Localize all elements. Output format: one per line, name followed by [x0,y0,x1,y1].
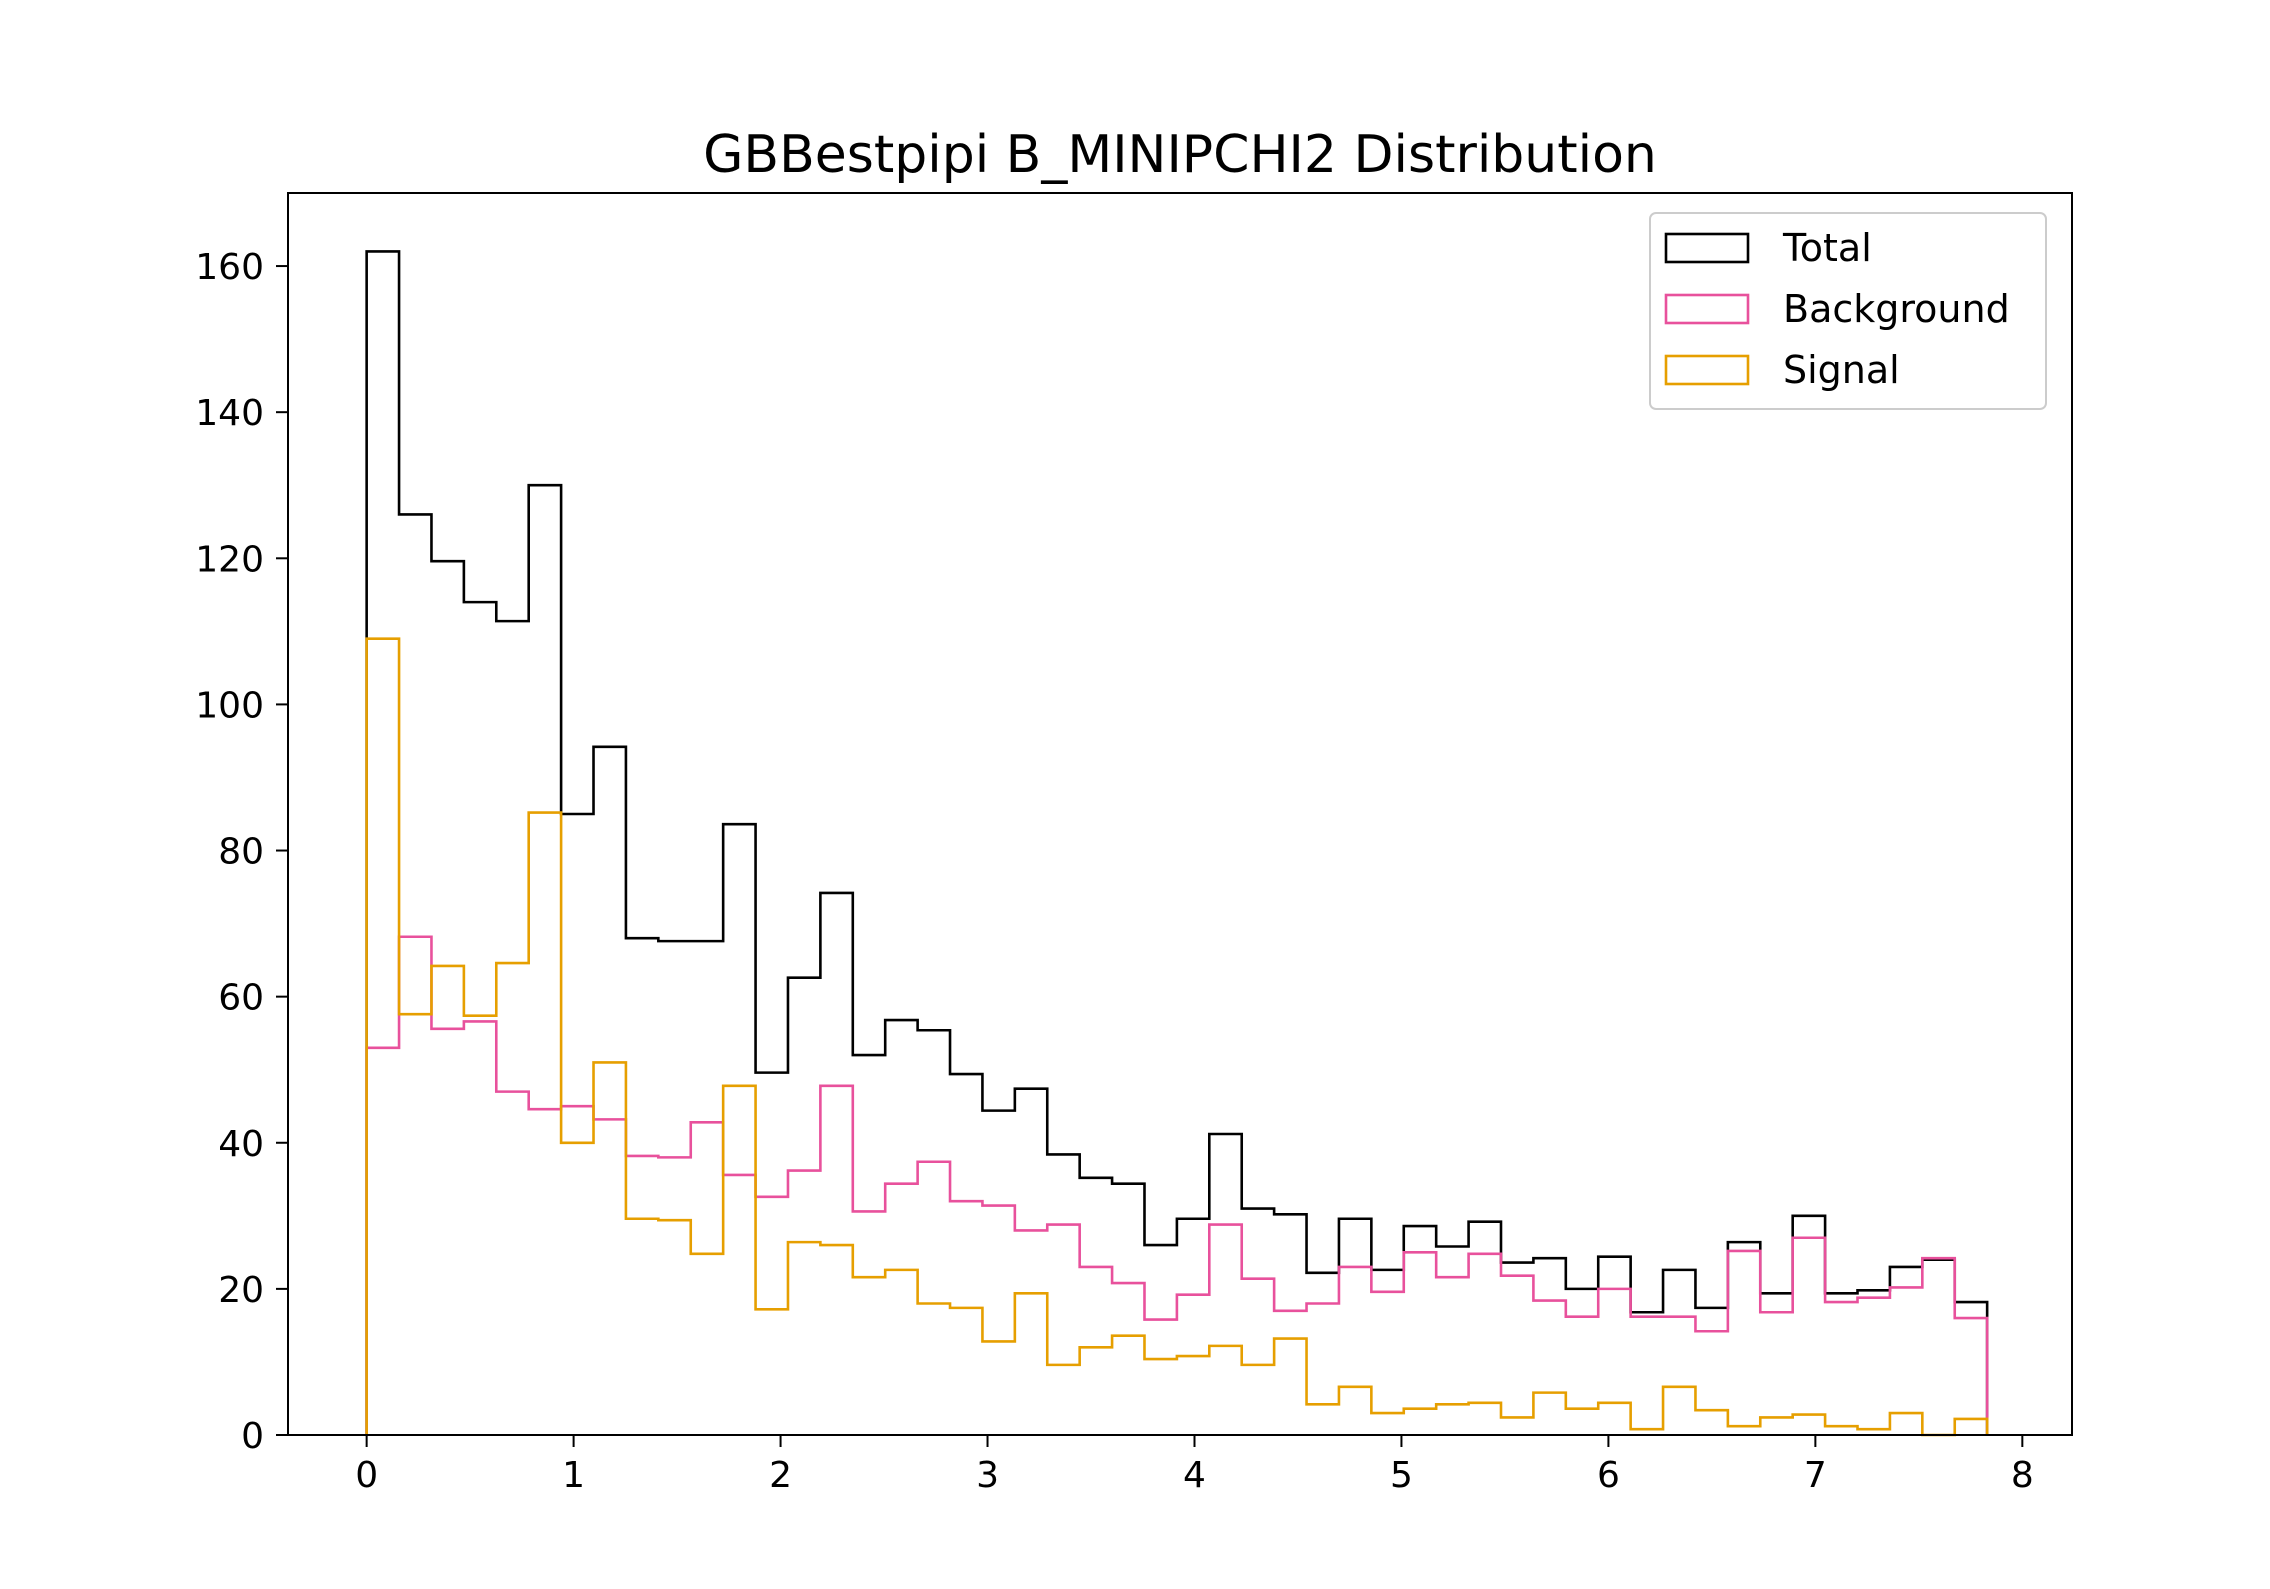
x-tick-label: 0 [355,1455,378,1496]
x-tick-label: 4 [1183,1455,1206,1496]
legend-label-total: Total [1782,226,1872,270]
series-signal-outline [365,637,1989,1437]
y-tick-label: 160 [195,247,264,288]
chart-title: GBBestpipi B_MINIPCHI2 Distribution [703,125,1657,185]
y-tick-label: 0 [241,1416,264,1457]
x-tick-label: 8 [2011,1455,2034,1496]
y-axis: 0 20 40 60 80 100 120 140 160 [195,247,288,1457]
x-tick-label: 2 [769,1455,792,1496]
y-tick-label: 60 [218,978,264,1019]
y-tick-label: 40 [218,1124,264,1165]
legend-swatch-signal [1664,354,1750,386]
y-tick-label: 140 [195,393,264,434]
y-tick-label: 100 [195,685,264,726]
x-tick-label: 6 [1597,1455,1620,1496]
y-tick-label: 20 [218,1270,264,1311]
x-tick-label: 1 [562,1455,585,1496]
legend-label-signal: Signal [1783,348,1900,392]
x-tick-label: 3 [976,1455,999,1496]
y-tick-label: 80 [218,832,264,873]
x-tick-label: 5 [1390,1455,1413,1496]
series-total-outline [365,250,1989,1435]
x-axis: 0 1 2 3 4 5 6 7 8 [355,1435,2034,1496]
legend-swatch-total [1664,232,1750,264]
legend: Total Background Signal [1649,212,2047,410]
legend-swatch-background [1664,293,1750,325]
x-tick-label: 7 [1804,1455,1827,1496]
y-tick-label: 120 [195,539,264,580]
plot-frame [287,192,2073,1436]
legend-label-background: Background [1783,287,2010,331]
